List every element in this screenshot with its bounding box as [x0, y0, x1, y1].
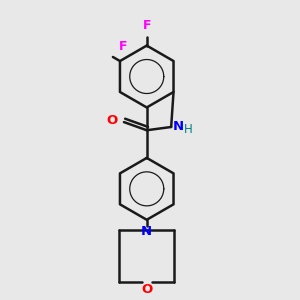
Text: O: O — [141, 283, 152, 296]
Text: N: N — [141, 225, 152, 238]
Text: O: O — [106, 114, 117, 127]
Text: N: N — [173, 120, 184, 133]
Text: F: F — [119, 40, 127, 53]
Text: F: F — [142, 19, 151, 32]
Text: H: H — [184, 123, 192, 136]
